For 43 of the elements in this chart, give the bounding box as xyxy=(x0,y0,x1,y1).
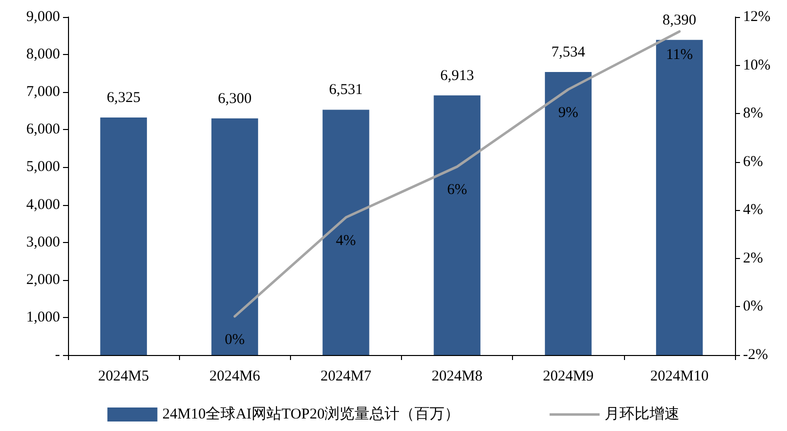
x-tick-label: 2024M8 xyxy=(432,368,483,384)
bar xyxy=(322,110,370,355)
x-tick-label: 2024M6 xyxy=(209,368,261,384)
y-tick-label: 2,000 xyxy=(26,272,60,288)
data-label: 11% xyxy=(666,46,693,63)
x-tick-label: 2024M7 xyxy=(320,368,372,384)
data-label: 4% xyxy=(336,232,356,249)
y-tick-label: 9,000 xyxy=(26,9,60,25)
y2-tick-label: 6% xyxy=(743,154,763,170)
y2-tick-label: 12% xyxy=(743,9,770,25)
y-tick-label: 7,000 xyxy=(26,84,60,100)
y2-tick-label: -2% xyxy=(743,347,768,363)
y-tick-label: 1,000 xyxy=(26,309,60,326)
y-tick-label: 6,000 xyxy=(26,122,60,138)
bar xyxy=(100,117,147,355)
data-label: 6,531 xyxy=(329,82,363,98)
data-label: 8,390 xyxy=(662,12,696,28)
x-tick-label: 2024M5 xyxy=(98,368,150,384)
data-label: 7,534 xyxy=(551,44,586,61)
y-tick-label: - xyxy=(55,347,60,363)
bar xyxy=(434,95,480,355)
data-label: 0% xyxy=(224,332,245,348)
y-tick-label: 5,000 xyxy=(26,159,60,176)
y-tick-label: 3,000 xyxy=(26,234,60,250)
bar xyxy=(656,40,703,355)
bar xyxy=(211,118,258,355)
x-tick-label: 2024M10 xyxy=(650,368,709,384)
y2-tick-label: 4% xyxy=(743,202,763,218)
legend-label: 月环比增速 xyxy=(604,406,680,422)
y2-tick-label: 2% xyxy=(743,250,763,266)
legend-label: 24M10全球AI网站TOP20浏览量总计（百万） xyxy=(162,406,460,422)
y2-tick-label: 10% xyxy=(743,57,770,74)
data-label: 9% xyxy=(558,104,578,121)
y-tick-label: 8,000 xyxy=(26,46,60,63)
y2-tick-label: 0% xyxy=(743,298,763,315)
data-label: 6% xyxy=(447,182,468,198)
data-label: 6,913 xyxy=(440,68,474,84)
x-tick-label: 2024M9 xyxy=(542,368,594,384)
data-label: 6,300 xyxy=(218,90,252,107)
y2-tick-label: 8% xyxy=(743,106,763,122)
data-label: 6,325 xyxy=(106,90,140,106)
bar xyxy=(544,72,592,355)
y-tick-label: 4,000 xyxy=(26,196,60,213)
